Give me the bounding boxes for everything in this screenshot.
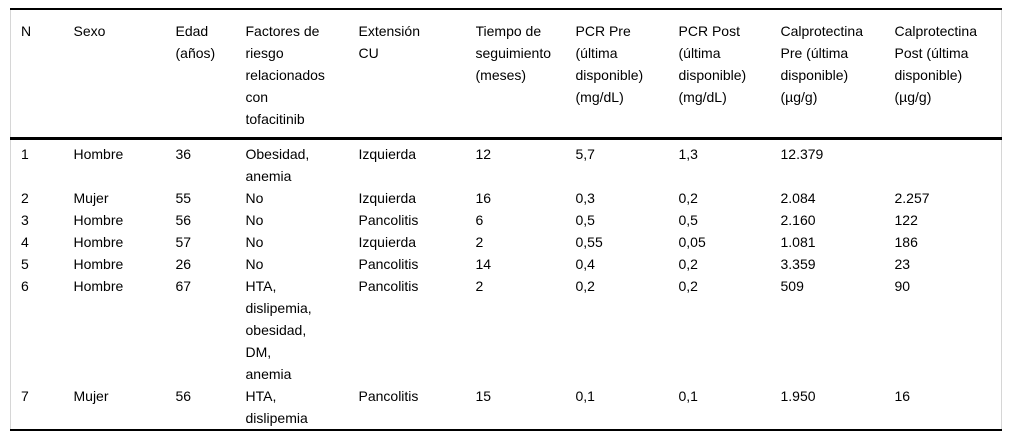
table-cell: Izquierda	[358, 146, 417, 162]
table-row: 5 Hombre 26 No Pancolitis 14 0,4 0,2 3.3…	[11, 253, 1002, 275]
table-cell: 509	[780, 278, 804, 294]
table-cell: 3.359	[780, 256, 816, 272]
table-cell: 7	[21, 388, 29, 404]
table-cell: No	[245, 212, 264, 228]
table-cell: 122	[894, 212, 918, 228]
table-cell: 6	[475, 212, 484, 228]
table-cell: 2.160	[780, 212, 816, 228]
table-cell: HTA, dislipemia	[245, 388, 308, 426]
table-row: 6 Hombre 67 HTA, dislipemia, obesidad, D…	[11, 275, 1002, 385]
table-cell: 5,7	[575, 146, 595, 162]
table-cell: 57	[175, 234, 192, 250]
table-body: 1 Hombre 36 Obesidad, anemia Izquierda 1…	[11, 139, 1002, 431]
table-cell: 0,2	[678, 256, 698, 272]
table-cell: 4	[21, 234, 29, 250]
table-cell: 3	[21, 212, 29, 228]
table-cell: Izquierda	[358, 234, 417, 250]
table-cell: 1	[21, 146, 29, 162]
table-cell: 26	[175, 256, 192, 272]
table-cell: 0,55	[575, 234, 603, 250]
table-cell: 12.379	[780, 146, 824, 162]
table-cell: Izquierda	[358, 190, 417, 206]
column-header-tiempo-seguimiento: Tiempo de seguimiento (meses)	[475, 9, 576, 140]
table-cell: Mujer	[73, 388, 109, 404]
table-cell: 56	[175, 388, 192, 404]
table-cell: 0,2	[678, 190, 698, 206]
table-cell: 0,5	[575, 212, 595, 228]
table-cell: Pancolitis	[358, 278, 419, 294]
table-cell: 2	[475, 234, 484, 250]
table-cell: Hombre	[73, 146, 124, 162]
patient-data-table: N Sexo Edad (años) Factores de riesgo re…	[10, 8, 1002, 431]
table-cell: 2.084	[780, 190, 816, 206]
table-cell: 1.081	[780, 234, 816, 250]
column-header-pcr-post: PCR Post (última disponible) (mg/dL)	[678, 9, 781, 140]
table-cell: 23	[894, 256, 911, 272]
table-cell: 55	[175, 190, 192, 206]
table-cell: 0,3	[575, 190, 595, 206]
table-cell: 16	[894, 388, 911, 404]
column-header-factores-riesgo: Factores de riesgo relacionados con tofa…	[245, 9, 359, 140]
table-cell: 12	[475, 146, 492, 162]
table-cell: 1,3	[678, 146, 698, 162]
table-cell: 0,5	[678, 212, 698, 228]
column-header-calprotectina-pre: Calprotectina Pre (última disponible) (µ…	[780, 9, 895, 140]
table-cell: 15	[475, 388, 492, 404]
table-cell: 0,4	[575, 256, 595, 272]
table-cell: 0,1	[678, 388, 698, 404]
table-cell: Hombre	[73, 256, 124, 272]
column-header-n: N	[10, 9, 74, 140]
table-cell: No	[245, 190, 264, 206]
table-cell: Hombre	[73, 234, 124, 250]
table-row: 7 Mujer 56 HTA, dislipemia Pancolitis 15…	[11, 385, 1002, 430]
table-cell: Pancolitis	[358, 388, 419, 404]
column-header-pcr-pre: PCR Pre (última disponible) (mg/dL)	[575, 9, 679, 140]
table-cell: 14	[475, 256, 492, 272]
table-row: 4 Hombre 57 No Izquierda 2 0,55 0,05 1.0…	[11, 231, 1002, 253]
table-cell: Pancolitis	[358, 256, 419, 272]
table-cell: 67	[175, 278, 192, 294]
table-row: 2 Mujer 55 No Izquierda 16 0,3 0,2 2.084…	[11, 187, 1002, 209]
table-cell: 16	[475, 190, 492, 206]
header-row: N Sexo Edad (años) Factores de riesgo re…	[10, 9, 1002, 140]
table-cell: 2	[475, 278, 484, 294]
table-cell: Mujer	[73, 190, 109, 206]
table-cell: 2	[21, 190, 29, 206]
table-cell: Hombre	[73, 212, 124, 228]
table-cell	[895, 139, 1002, 188]
column-header-edad: Edad (años)	[175, 9, 246, 140]
table-cell: 0,2	[575, 278, 595, 294]
table-cell: Pancolitis	[358, 212, 419, 228]
table-cell: No	[245, 234, 264, 250]
table-cell: 5	[21, 256, 29, 272]
table-cell: 6	[21, 278, 29, 294]
table-cell: 90	[894, 278, 911, 294]
table-cell: 186	[894, 234, 918, 250]
table-header: N Sexo Edad (años) Factores de riesgo re…	[10, 9, 1002, 140]
table-row: 1 Hombre 36 Obesidad, anemia Izquierda 1…	[11, 139, 1002, 188]
table-cell: 0,2	[678, 278, 698, 294]
column-header-sexo: Sexo	[73, 9, 176, 140]
table-cell: 0,1	[575, 388, 595, 404]
table-cell: No	[245, 256, 264, 272]
table-cell: 0,05	[678, 234, 706, 250]
table-row: 3 Hombre 56 No Pancolitis 6 0,5 0,5 2.16…	[11, 209, 1002, 231]
table-cell: 1.950	[780, 388, 816, 404]
table-cell: 56	[175, 212, 192, 228]
table-cell: HTA, dislipemia, obesidad, DM, anemia	[245, 278, 312, 382]
table-cell: 36	[175, 146, 192, 162]
column-header-extension-cu: Extensión CU	[358, 9, 476, 140]
column-header-calprotectina-post: Calprotectina Post (última disponible) (…	[894, 9, 1002, 140]
table-cell: Obesidad, anemia	[245, 146, 310, 184]
table-cell: 2.257	[894, 190, 930, 206]
table-cell: Hombre	[73, 278, 124, 294]
